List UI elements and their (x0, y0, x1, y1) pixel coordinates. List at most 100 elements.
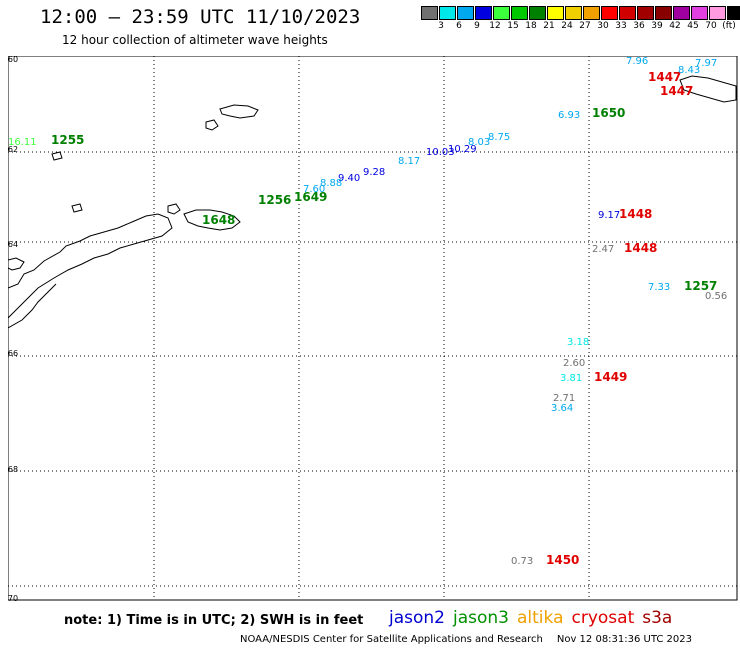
wave-height-label: 1448 (624, 241, 657, 255)
wave-height-label: 10.29 (448, 144, 477, 155)
island-west (8, 257, 25, 271)
island-shag (205, 119, 219, 131)
latitude-label: -64 (8, 240, 18, 249)
cape-coast (8, 283, 57, 329)
wave-height-label: 1448 (619, 207, 652, 221)
color-scale-box (655, 6, 672, 20)
wave-height-label: 6.93 (558, 110, 580, 121)
color-scale-label: 27 (579, 21, 591, 31)
wave-height-label: 8.88 (320, 178, 342, 189)
color-scale-label: 30 (597, 21, 609, 31)
map-frame (8, 56, 738, 601)
color-scale-box (691, 6, 708, 20)
color-scale-label: 36 (633, 21, 645, 31)
units-note: note: 1) Time is in UTC; 2) SWH is in fe… (64, 613, 364, 628)
wave-height-label: 1447 (648, 70, 681, 84)
color-scale-label: 6 (456, 21, 462, 31)
wave-height-label: 7.60 (303, 184, 325, 195)
color-scale-label: 33 (615, 21, 627, 31)
color-scale-label: 70 (705, 21, 717, 31)
island-upper (219, 104, 259, 119)
wave-height-label: 2.47 (592, 244, 614, 255)
small-island (167, 203, 181, 215)
color-scale-label: 9 (474, 21, 480, 31)
color-scale-label: 39 (651, 21, 663, 31)
color-scale-labels: 3 6 9 12 15 18 21 24 27 30 33 36 39 42 45 70 (ft) (421, 20, 740, 32)
color-scale-box (529, 6, 546, 20)
wave-height-label: 9.17 (598, 210, 620, 221)
color-scale-label: 18 (525, 21, 537, 31)
west-islet-a (71, 203, 83, 213)
color-scale-label: 21 (543, 21, 555, 31)
color-scale-label: 12 (489, 21, 501, 31)
color-scale-box (583, 6, 600, 20)
color-scale-label: 3 (438, 21, 444, 31)
color-scale-box (709, 6, 726, 20)
color-scale-box (673, 6, 690, 20)
color-scale-box (421, 6, 438, 20)
wave-height-label: 7.97 (695, 58, 717, 69)
color-scale-box (547, 6, 564, 20)
wave-height-label: 7.96 (626, 56, 648, 67)
satellite-jason2-label: jason2 (389, 608, 445, 628)
color-scale-label: 42 (669, 21, 681, 31)
latitude-label: -66 (8, 349, 18, 358)
color-scale-legend: 3 6 9 12 15 18 21 24 27 30 33 36 39 42 45 70 (ft) (421, 6, 740, 32)
color-scale-box (511, 6, 528, 20)
altimeter-map: -60-62-64-66-68-70-60-57-54-51-48-45 7.9… (8, 56, 738, 601)
wave-height-label: 3.81 (560, 373, 582, 384)
south-america-coast (8, 213, 173, 319)
wave-height-label: 0.73 (511, 556, 533, 567)
wave-height-label: 3.18 (567, 337, 589, 348)
latitude-label: -70 (8, 594, 18, 601)
wave-height-label: 9.40 (338, 173, 360, 184)
color-scale-box (457, 6, 474, 20)
west-islet-b (51, 151, 63, 161)
wave-height-label: 1650 (592, 106, 625, 120)
color-scale-box (475, 6, 492, 20)
wave-height-label: 1447 (660, 84, 693, 98)
color-scale-label: (ft) (722, 21, 736, 31)
latitude-label: -62 (8, 145, 18, 154)
color-scale-box (601, 6, 618, 20)
wave-height-label: 8.75 (488, 132, 510, 143)
wave-height-label: 1257 (684, 279, 717, 293)
wave-height-label: 7.33 (648, 282, 670, 293)
wave-height-label: 3.64 (551, 403, 573, 414)
color-scale-box (493, 6, 510, 20)
color-scale-label: 15 (507, 21, 519, 31)
wave-height-label: 1449 (594, 370, 627, 384)
map-panel: -60-62-64-66-68-70-60-57-54-51-48-45 7.9… (8, 56, 738, 601)
color-scale-box (619, 6, 636, 20)
color-scale-boxes (421, 6, 740, 20)
king-george-island (183, 209, 241, 231)
wave-height-label: 16.11 (8, 137, 37, 148)
wave-height-label: 1648 (202, 213, 235, 227)
color-scale-label: 45 (687, 21, 699, 31)
coastline (8, 75, 737, 329)
map-title: 12:00 – 23:59 UTC 11/10/2023 (40, 6, 361, 28)
timestamp-text: Nov 12 08:31:36 UTC 2023 (556, 634, 693, 645)
graticule (8, 56, 737, 600)
latitude-label: -68 (8, 465, 18, 474)
wave-height-label: 1649 (294, 190, 327, 204)
wave-height-label: 8.17 (398, 156, 420, 167)
satellite-s3a-label: s3a (642, 608, 673, 628)
wave-height-label: 8.03 (468, 137, 490, 148)
wave-height-label: 2.71 (553, 393, 575, 404)
color-scale-box (727, 6, 740, 20)
map-subtitle: 12 hour collection of altimeter wave hei… (62, 33, 328, 47)
wave-height-label: 1256 (258, 193, 291, 207)
wave-height-label: 1255 (51, 133, 84, 147)
latitude-label: -60 (8, 56, 18, 64)
wave-height-label: 2.60 (563, 358, 585, 369)
wave-height-label: 8.43 (678, 65, 700, 76)
east-island (679, 75, 737, 103)
wave-height-label: 1450 (546, 553, 579, 567)
satellite-altika-label: altika (517, 608, 564, 628)
wave-height-label: 9.28 (363, 167, 385, 178)
footer: NOAA/NESDIS Center for Satellite Applica… (240, 634, 692, 645)
color-scale-label: 24 (561, 21, 573, 31)
wave-height-label: 0.56 (705, 291, 727, 302)
